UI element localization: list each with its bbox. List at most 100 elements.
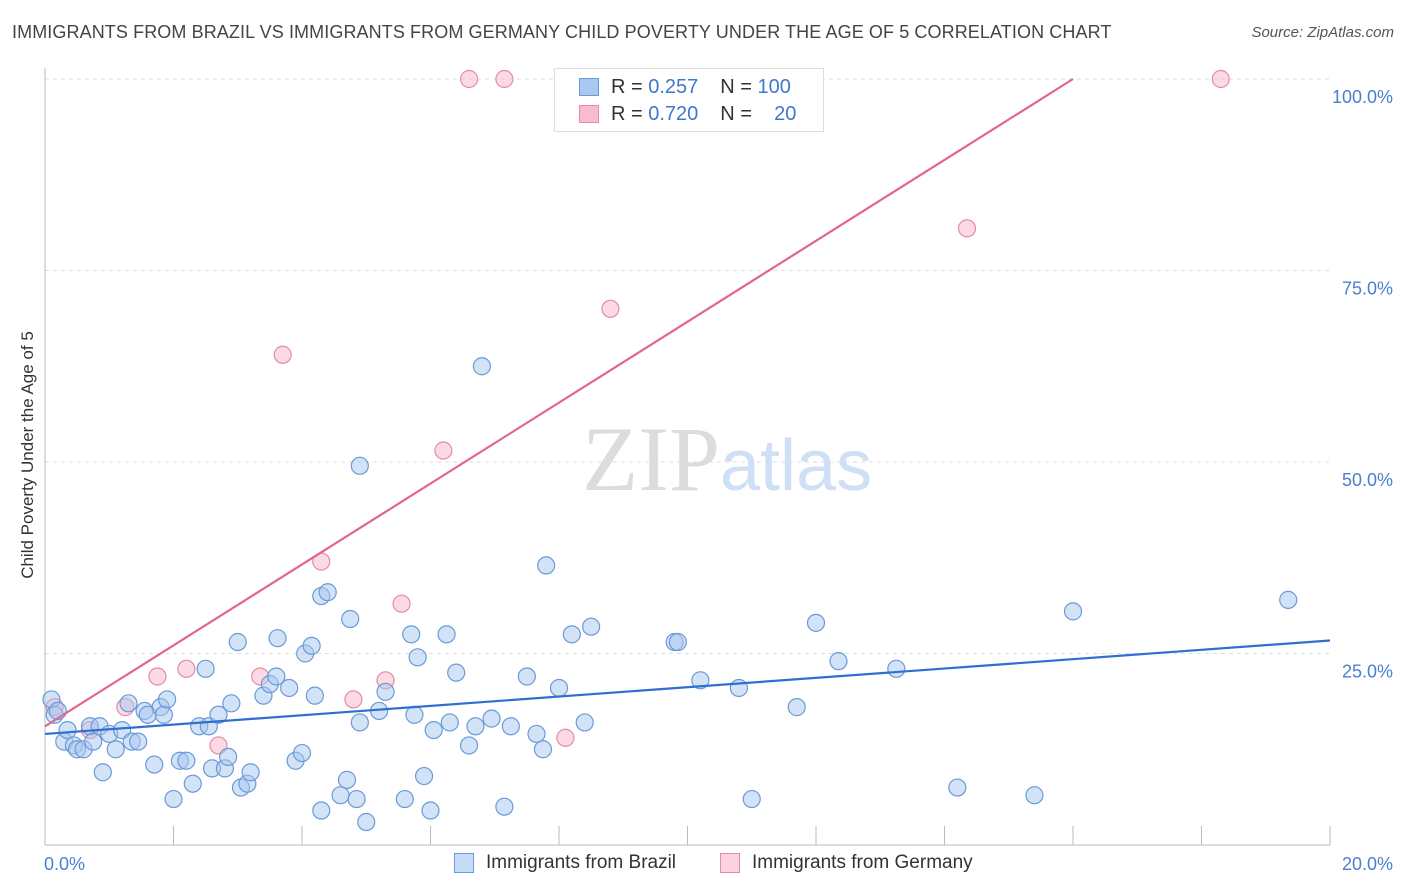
brazil-point — [157, 690, 177, 709]
brazil-point — [414, 766, 434, 786]
brazil-point — [447, 663, 466, 682]
watermark-atlas: atlas — [720, 426, 872, 506]
brazil-point — [806, 613, 826, 632]
brazil-point — [347, 789, 366, 809]
brazil-point — [691, 671, 710, 690]
brazil-point — [437, 625, 456, 644]
gridlines — [45, 78, 1330, 654]
legend-r-value: 0.720 — [648, 102, 699, 125]
brazil-point — [119, 694, 138, 713]
germany-point — [273, 345, 292, 364]
legend-n-label: N = — [720, 102, 752, 125]
brazil-point — [482, 709, 501, 728]
brazil-point — [501, 717, 520, 736]
legend-r-label: R = — [611, 75, 643, 98]
x-tick-label: 20.0% — [1342, 854, 1393, 874]
brazil-point — [341, 609, 360, 629]
brazil-point — [517, 667, 536, 686]
brazil-point — [196, 659, 215, 678]
trend-lines — [44, 78, 1331, 736]
watermark-zip: ZIP — [582, 408, 720, 510]
legend-n-label: N = — [720, 75, 752, 98]
brazil-point — [440, 713, 459, 732]
germany-point — [556, 728, 575, 747]
brazil-point — [93, 763, 112, 782]
legend-r-value: 0.257 — [648, 75, 699, 98]
brazil-point — [549, 678, 569, 698]
brazil-point — [402, 625, 421, 644]
germany-point — [434, 441, 453, 460]
germany-swatch — [579, 105, 599, 123]
brazil-point — [183, 774, 202, 793]
chart-title: IMMIGRANTS FROM BRAZIL VS IMMIGRANTS FRO… — [12, 22, 1112, 42]
brazil-point — [154, 705, 173, 724]
brazil-point — [421, 801, 440, 820]
brazil-point — [668, 632, 687, 652]
axes — [44, 68, 1331, 846]
brazil-point — [177, 751, 196, 770]
source-credit: Source: ZipAtlas.com — [1251, 24, 1394, 41]
brazil-point — [1025, 786, 1044, 805]
x-tick-label: 0.0% — [44, 854, 85, 874]
brazil-point — [562, 625, 581, 644]
brazil-point — [408, 648, 427, 667]
legend-row-germany: R = 0.720 N = 20 — [579, 101, 796, 127]
brazil-point — [318, 583, 337, 602]
brazil-point — [582, 617, 601, 636]
germany-point — [459, 69, 479, 89]
brazil-point — [292, 743, 312, 763]
legend-label-brazil: Immigrants from Brazil — [486, 852, 677, 873]
germany-point — [392, 594, 411, 613]
brazil-point — [268, 629, 287, 648]
brazil-point — [527, 724, 546, 744]
brazil-point — [829, 652, 848, 671]
brazil-point — [787, 698, 806, 717]
germany-point — [601, 299, 620, 318]
brazil-point — [948, 778, 967, 797]
brazil-point — [395, 789, 414, 809]
brazil-point — [302, 636, 321, 655]
legend-item-brazil: Immigrants from Brazil — [454, 852, 676, 874]
germany-point — [177, 659, 196, 678]
brazil-swatch — [579, 78, 599, 96]
germany-point — [957, 219, 977, 238]
brazil-point — [84, 732, 103, 751]
legend-label-germany: Immigrants from Germany — [752, 852, 973, 873]
brazil-point — [472, 357, 491, 376]
brazil-point — [350, 456, 369, 475]
brazil-point — [280, 678, 299, 698]
legend-item-germany: Immigrants from Germany — [720, 852, 973, 874]
brazil-legend-swatch — [454, 853, 474, 873]
brazil-point — [405, 705, 424, 724]
brazil-point — [357, 812, 376, 832]
brazil-point — [350, 713, 369, 732]
legend-n-value: 100 — [757, 75, 791, 98]
brazil-trend-line — [44, 639, 1331, 736]
germany-point — [1211, 69, 1230, 89]
germany-point — [148, 667, 167, 686]
brazil-point — [164, 789, 183, 809]
y-tick-label: 50.0% — [1342, 470, 1393, 490]
brazil-point — [222, 694, 241, 713]
brazil-point — [129, 732, 148, 751]
germany-trend-line — [44, 78, 1074, 728]
brazil-point — [219, 747, 238, 767]
brazil-point — [312, 801, 331, 820]
brazil-point — [331, 786, 350, 805]
brazil-point — [537, 556, 556, 575]
brazil-point — [209, 705, 228, 724]
brazil-point — [106, 740, 125, 759]
legend-n-value: 20 — [774, 102, 797, 125]
legend-row-brazil: R = 0.257 N = 100 — [579, 74, 791, 100]
brazil-point — [575, 713, 594, 732]
brazil-point — [1279, 590, 1298, 609]
brazil-point — [228, 632, 247, 652]
brazil-point — [145, 755, 164, 774]
stats-legend: R = 0.257 N = 100 R = 0.720 N = 20 — [554, 68, 824, 132]
legend-r-label: R = — [611, 102, 643, 125]
brazil-point — [337, 770, 357, 789]
brazil-point — [376, 682, 395, 701]
brazil-point — [466, 717, 485, 736]
brazil-point — [305, 686, 324, 705]
germany-legend-swatch — [720, 853, 740, 873]
